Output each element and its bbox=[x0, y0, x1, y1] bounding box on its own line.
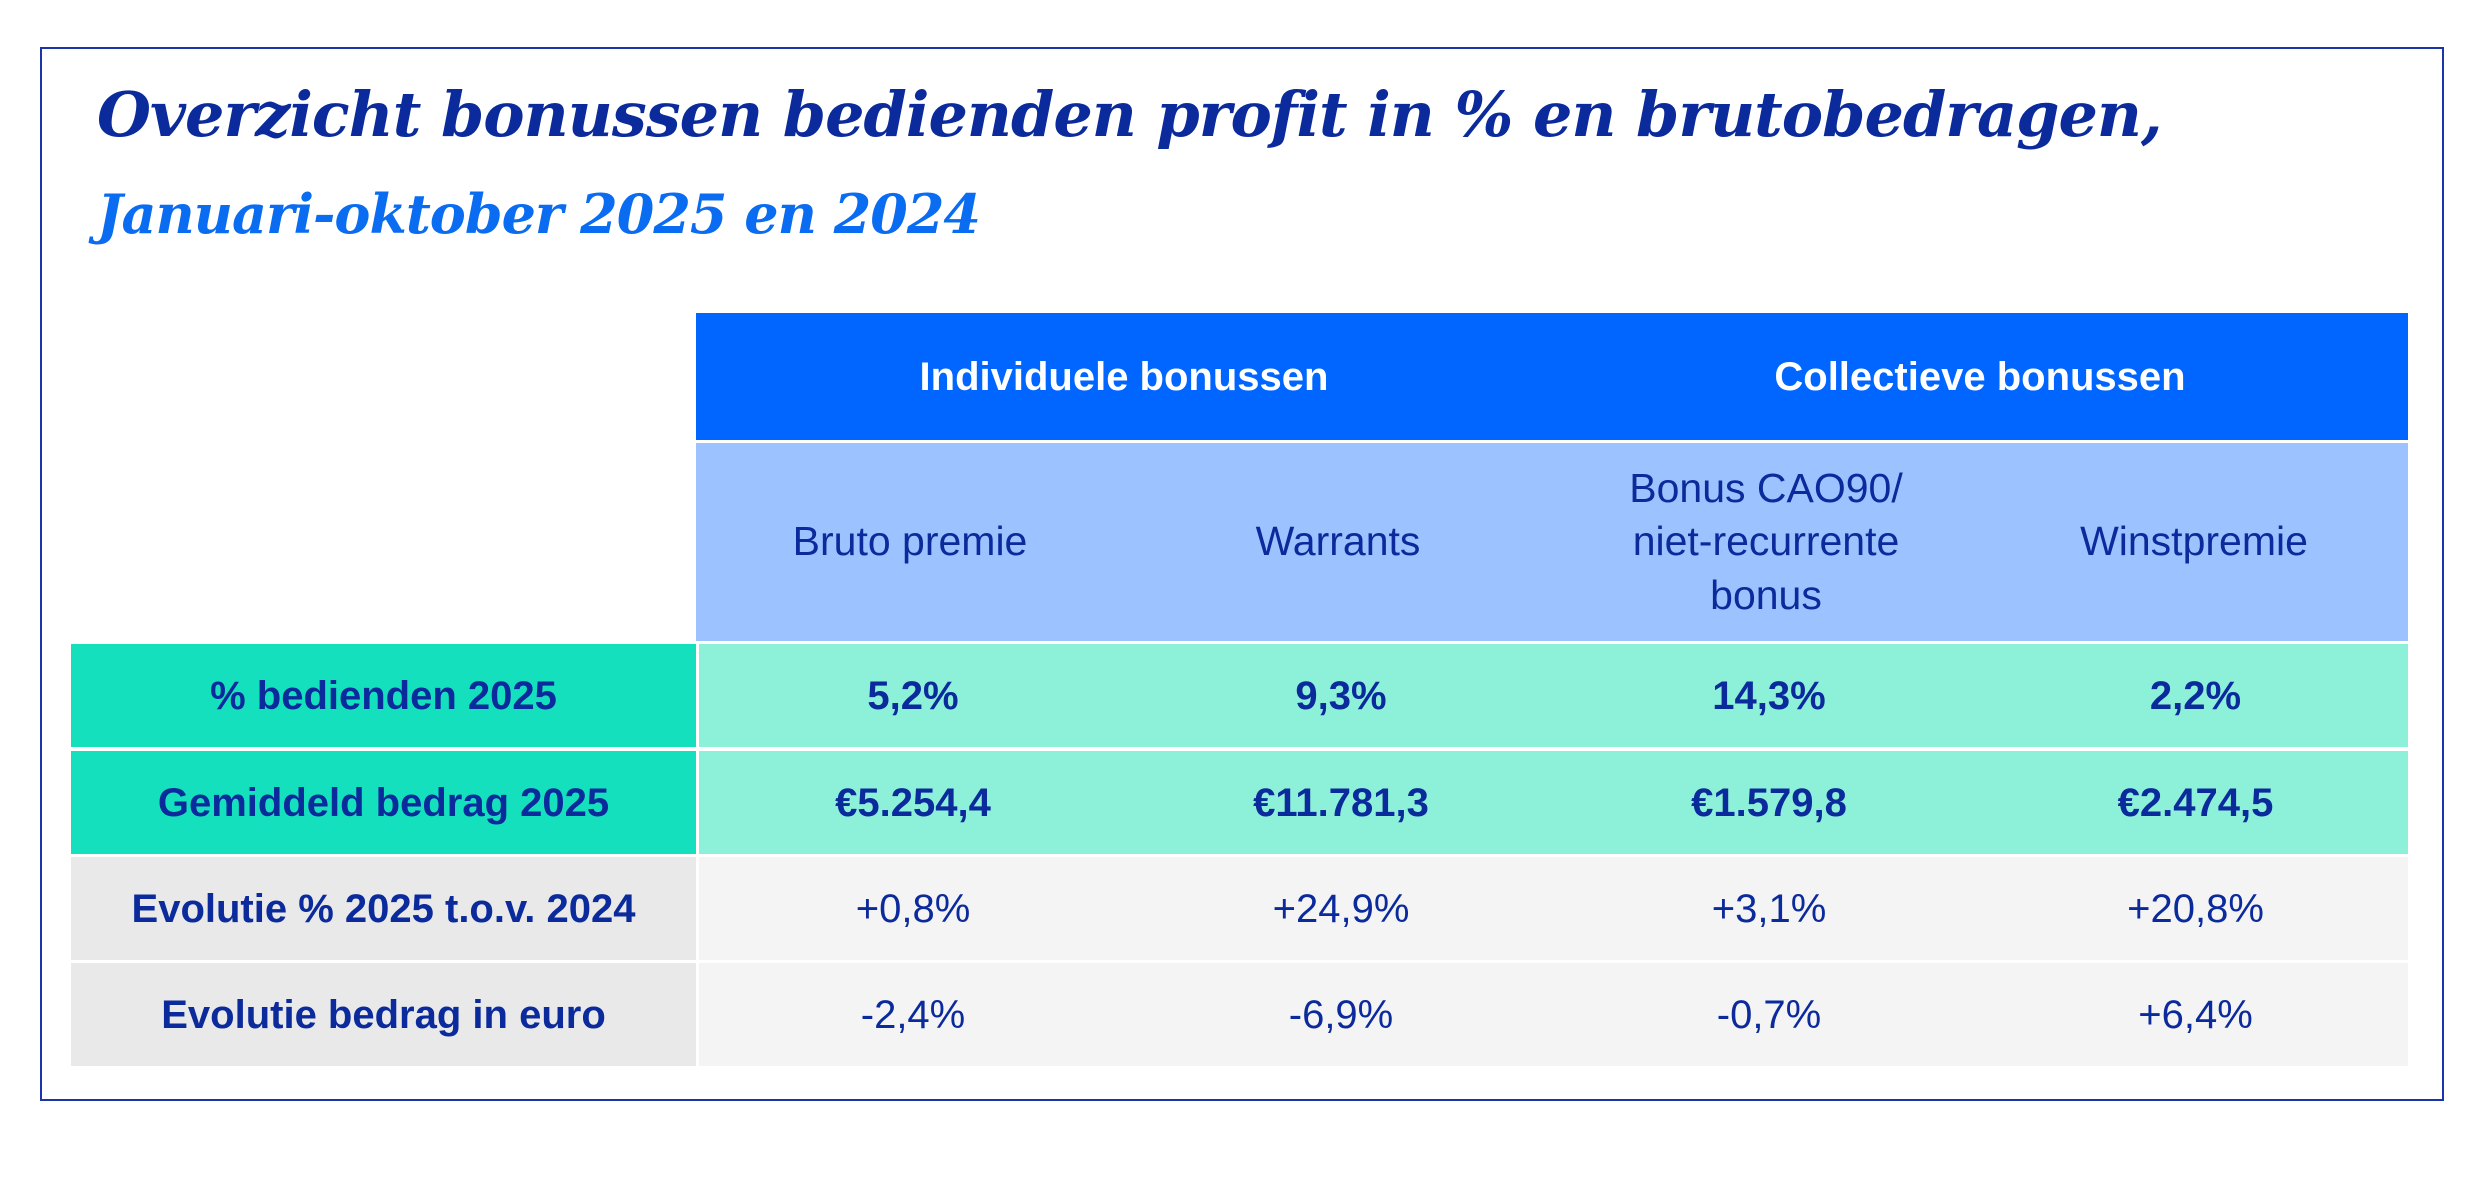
table-cell: -6,9% bbox=[1127, 963, 1555, 1066]
row-label: Gemiddeld bedrag 2025 bbox=[71, 751, 696, 854]
table-cell: +3,1% bbox=[1555, 857, 1983, 960]
group-header: Individuele bonussen bbox=[696, 313, 1552, 440]
table-cell: €1.579,8 bbox=[1555, 751, 1983, 854]
table-cell: 5,2% bbox=[699, 644, 1127, 747]
table-cell: -2,4% bbox=[699, 963, 1127, 1066]
table-cell: 2,2% bbox=[1983, 644, 2408, 747]
column-header: Winstpremie bbox=[1980, 443, 2408, 641]
row-label: % bedienden 2025 bbox=[71, 644, 696, 747]
table-cell: +0,8% bbox=[699, 857, 1127, 960]
group-header: Collectieve bonussen bbox=[1552, 313, 2408, 440]
page-subtitle: Januari-oktober 2025 en 2024 bbox=[97, 182, 981, 246]
row-label: Evolutie bedrag in euro bbox=[71, 963, 696, 1066]
table-cell: +20,8% bbox=[1983, 857, 2408, 960]
table-cell: 14,3% bbox=[1555, 644, 1983, 747]
table-cell: €11.781,3 bbox=[1127, 751, 1555, 854]
frame bbox=[40, 47, 2444, 1101]
table-cell: +24,9% bbox=[1127, 857, 1555, 960]
table-cell: €2.474,5 bbox=[1983, 751, 2408, 854]
row-label: Evolutie % 2025 t.o.v. 2024 bbox=[71, 857, 696, 960]
table-cell: -0,7% bbox=[1555, 963, 1983, 1066]
column-header: Bruto premie bbox=[696, 443, 1124, 641]
page-title: Overzicht bonussen bedienden profit in %… bbox=[97, 78, 2163, 151]
table-cell: €5.254,4 bbox=[699, 751, 1127, 854]
table-cell: +6,4% bbox=[1983, 963, 2408, 1066]
table-cell: 9,3% bbox=[1127, 644, 1555, 747]
column-header: Warrants bbox=[1124, 443, 1552, 641]
column-header: Bonus CAO90/ niet-recurrente bonus bbox=[1552, 443, 1980, 641]
